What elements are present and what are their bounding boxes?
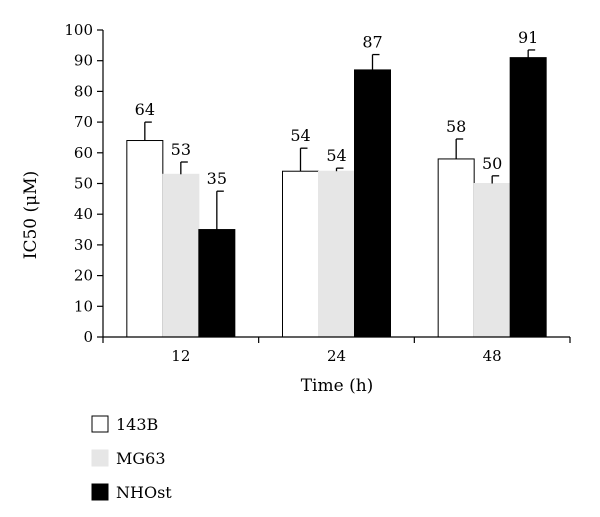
data-label-143b-24h: 54 <box>290 126 310 145</box>
x-tick-label: 12 <box>171 347 190 365</box>
data-label-nhost-48h: 91 <box>518 28 538 47</box>
y-tick-label: 40 <box>74 205 93 223</box>
data-label-nhost-24h: 87 <box>362 33 382 52</box>
data-label-mg63-48h: 50 <box>482 154 502 173</box>
error-bars-layer <box>144 49 536 230</box>
legend-label-mg63: MG63 <box>116 449 166 468</box>
data-labels-layer: 64 53 35 54 54 87 58 50 91 <box>135 28 539 188</box>
y-axis-label: IC50 (μM) <box>21 171 41 259</box>
bar-143b-48h <box>437 158 475 338</box>
axes-layer: 0 10 20 30 40 50 60 70 80 90 100 12 24 48 <box>64 21 571 365</box>
bar-nhost-48h <box>509 57 547 338</box>
legend: 143B MG63 NHOst <box>91 415 172 502</box>
data-label-mg63-24h: 54 <box>326 146 346 165</box>
y-tick-label: 100 <box>64 21 93 39</box>
legend-swatch-mg63 <box>91 449 109 467</box>
y-tick-label: 20 <box>74 267 93 285</box>
bar-mg63-24h <box>318 170 355 338</box>
y-tick-label: 50 <box>74 175 93 193</box>
data-label-143b-12h: 64 <box>135 100 155 119</box>
x-tick-label: 48 <box>483 347 502 365</box>
bar-mg63-12h <box>162 173 200 338</box>
y-tick-label: 0 <box>83 328 93 346</box>
y-tick-label: 80 <box>74 82 93 100</box>
y-tick-label: 90 <box>74 52 93 70</box>
bar-nhost-24h <box>354 69 391 338</box>
y-tick-label: 10 <box>74 297 93 315</box>
data-label-143b-48h: 58 <box>446 117 466 136</box>
legend-label-nhost: NHOst <box>116 483 172 502</box>
legend-label-143b: 143B <box>116 415 158 434</box>
data-label-nhost-12h: 35 <box>207 169 227 188</box>
x-tick-label: 24 <box>327 347 346 365</box>
legend-swatch-143b <box>91 415 109 433</box>
bar-143b-12h <box>126 140 164 338</box>
y-tick-label: 70 <box>74 113 93 131</box>
legend-swatch-nhost <box>91 483 109 501</box>
bar-mg63-48h <box>473 183 511 338</box>
bars-layer <box>126 57 547 338</box>
bar-143b-24h <box>282 170 319 338</box>
y-tick-label: 60 <box>74 144 93 162</box>
data-label-mg63-12h: 53 <box>171 140 191 159</box>
x-axis-label: Time (h) <box>301 376 374 396</box>
bar-nhost-12h <box>198 229 236 338</box>
y-tick-label: 30 <box>74 236 93 254</box>
